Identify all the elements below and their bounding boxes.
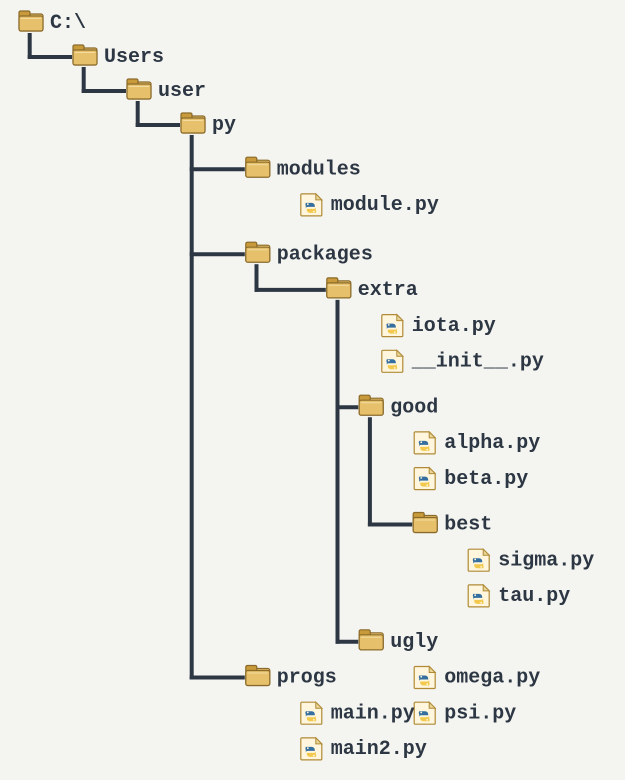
node-label: psi.py xyxy=(444,702,516,725)
python-file-icon xyxy=(414,468,435,490)
node-label: good xyxy=(390,396,438,419)
python-file-icon xyxy=(301,702,322,724)
node-label: py xyxy=(212,114,236,137)
node-label: user xyxy=(158,80,206,103)
node-label: omega.py xyxy=(444,667,540,690)
node-label: main2.py xyxy=(331,738,427,761)
file-node-beta: beta.py xyxy=(414,468,528,491)
python-file-icon xyxy=(301,738,322,760)
node-label: best xyxy=(444,514,492,537)
file-node-init: __init__.py xyxy=(382,350,544,373)
folder-icon xyxy=(246,157,270,177)
folder-icon xyxy=(73,45,97,65)
folder-node-ugly: ugly xyxy=(359,630,438,654)
folder-node-modules: modules xyxy=(246,157,361,181)
file-node-iota: iota.py xyxy=(382,315,496,338)
node-label: alpha.py xyxy=(444,432,540,455)
node-label: extra xyxy=(358,279,418,302)
folder-node-extra: extra xyxy=(327,278,418,302)
folder-node-packages: packages xyxy=(246,242,373,266)
node-label: modules xyxy=(277,158,361,181)
file-tree-diagram: C:\ Users userpy modules module.py packages ex… xyxy=(0,0,625,780)
python-file-icon xyxy=(414,432,435,454)
file-node-tau: tau.py xyxy=(468,585,570,608)
file-node-main2: main2.py xyxy=(301,738,427,761)
node-label: Users xyxy=(104,46,164,69)
folder-icon xyxy=(413,513,437,533)
file-node-main: main.py xyxy=(301,702,415,725)
node-label: C:\ xyxy=(50,12,86,35)
node-label: progs xyxy=(277,667,337,690)
folder-icon xyxy=(359,395,383,415)
folder-node-good: good xyxy=(359,395,438,419)
node-label: packages xyxy=(277,243,373,266)
folder-node-py: py xyxy=(181,113,236,137)
file-node-modulepy: module.py xyxy=(301,194,439,217)
python-file-icon xyxy=(382,350,403,372)
node-label: main.py xyxy=(331,702,415,725)
python-file-icon xyxy=(414,702,435,724)
python-file-icon xyxy=(468,585,489,607)
folder-icon xyxy=(19,11,43,31)
node-label: iota.py xyxy=(412,315,496,338)
folder-node-user: user xyxy=(127,79,206,103)
python-file-icon xyxy=(468,549,489,571)
python-file-icon xyxy=(414,667,435,689)
folder-node-root: C:\ xyxy=(19,11,86,35)
folder-icon xyxy=(127,79,151,99)
python-file-icon xyxy=(382,315,403,337)
node-label: sigma.py xyxy=(498,549,594,572)
folder-icon xyxy=(327,278,351,298)
file-node-sigma: sigma.py xyxy=(468,549,594,572)
node-label: beta.py xyxy=(444,468,528,491)
folder-icon xyxy=(359,630,383,650)
file-node-alpha: alpha.py xyxy=(414,432,540,455)
node-label: __init__.py xyxy=(411,351,544,374)
node-label: tau.py xyxy=(498,585,570,608)
folder-icon xyxy=(246,666,270,686)
python-file-icon xyxy=(301,194,322,216)
folder-node-users: Users xyxy=(73,45,164,69)
folder-node-best: best xyxy=(413,513,492,537)
folder-icon xyxy=(246,242,270,262)
file-node-omega: omega.py xyxy=(414,667,540,690)
tree-nodes: C:\ Users userpy modules module.py packages ex… xyxy=(19,11,594,761)
folder-node-progs: progs xyxy=(246,666,337,690)
node-label: module.py xyxy=(331,194,439,217)
file-node-psi: psi.py xyxy=(414,702,516,725)
folder-icon xyxy=(181,113,205,133)
node-label: ugly xyxy=(390,631,438,654)
